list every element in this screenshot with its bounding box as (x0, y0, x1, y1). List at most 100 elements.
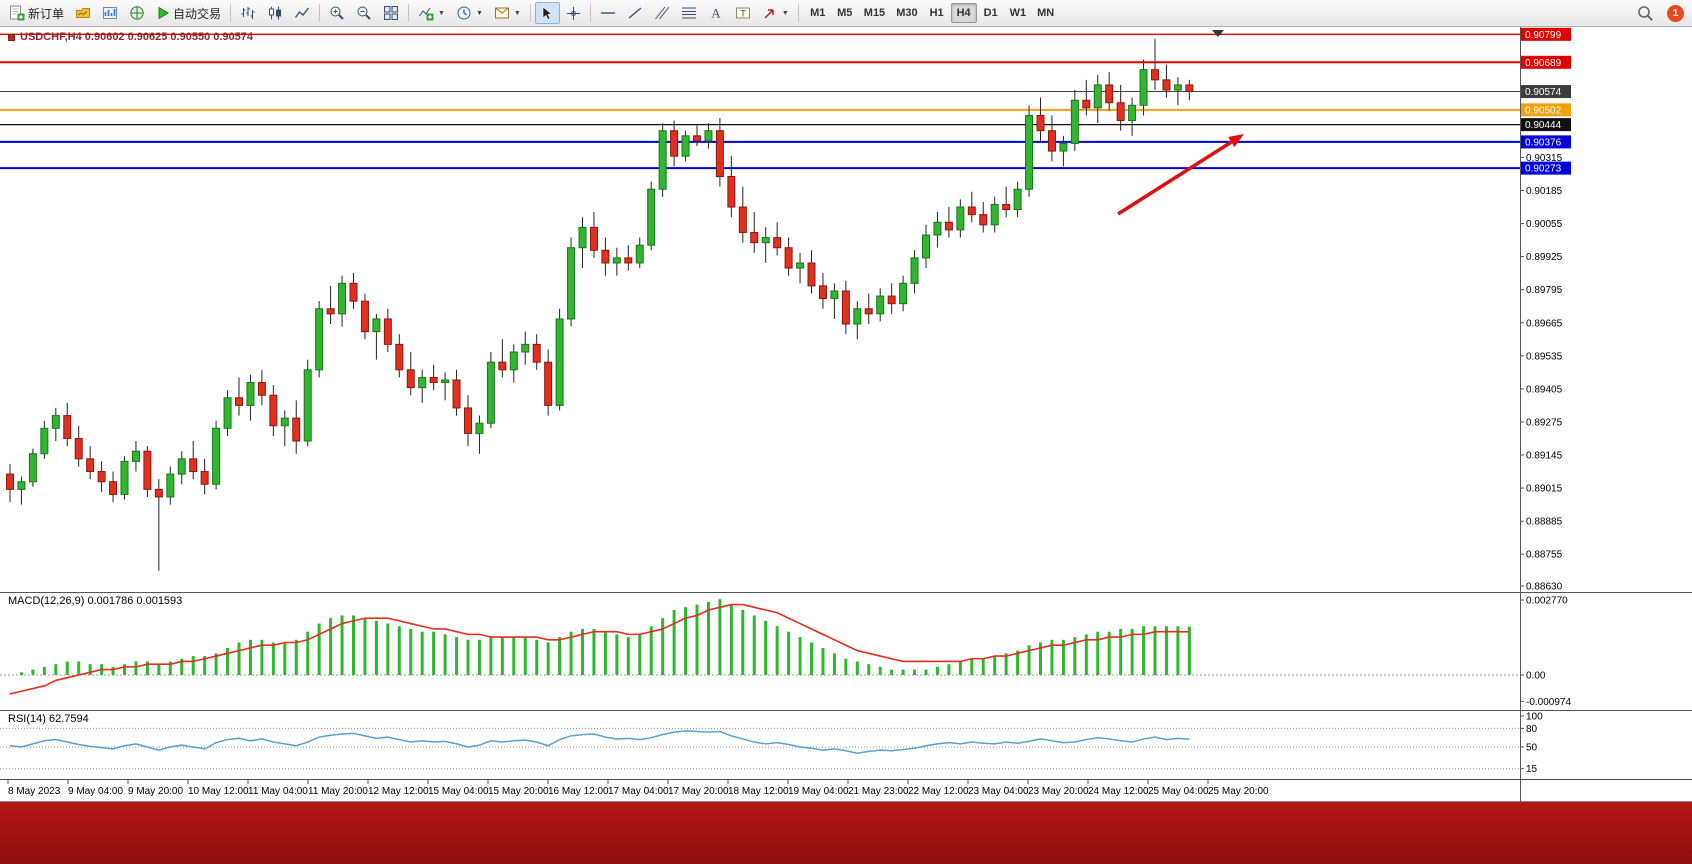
market-watch-button[interactable] (97, 2, 123, 24)
svg-text:17 May 20:00: 17 May 20:00 (668, 786, 729, 797)
svg-text:0.88755: 0.88755 (1526, 550, 1563, 561)
svg-text:0.90502: 0.90502 (1525, 105, 1562, 116)
auto-trading-button[interactable]: 自动交易 (151, 2, 226, 24)
timeframe-h4-button[interactable]: H4 (950, 3, 977, 23)
svg-text:0.90315: 0.90315 (1526, 153, 1563, 164)
svg-text:0.89665: 0.89665 (1526, 318, 1563, 329)
svg-text:24 May 12:00: 24 May 12:00 (1088, 786, 1149, 797)
horizontal-line-button[interactable] (595, 2, 621, 24)
svg-text:12 May 12:00: 12 May 12:00 (368, 786, 429, 797)
arrows-button[interactable]: ▼ (757, 2, 794, 24)
svg-text:0.89275: 0.89275 (1526, 417, 1563, 428)
notification-badge[interactable]: 1 (1667, 4, 1684, 22)
toolbar-divider (797, 4, 799, 22)
svg-text:21 May 23:00: 21 May 23:00 (848, 786, 909, 797)
timeframe-m1-button[interactable]: M1 (805, 3, 831, 23)
timeframe-d1-button[interactable]: D1 (978, 3, 1004, 23)
dropdown-caret-icon: ▼ (475, 9, 483, 17)
svg-text:-0.000974: -0.000974 (1526, 697, 1571, 708)
crosshair-button[interactable] (561, 2, 586, 24)
svg-text:10 May 12:00: 10 May 12:00 (188, 786, 249, 797)
svg-text:0.89015: 0.89015 (1526, 484, 1563, 495)
indicators-icon (419, 7, 434, 21)
channel-button[interactable] (649, 2, 675, 24)
chart-canvas: 0.90315 0.90185 0.90055 0.89925 0.89795 0.896… (0, 27, 1692, 802)
svg-text:18 May 12:00: 18 May 12:00 (728, 786, 789, 797)
candlestick-chart-button[interactable] (262, 2, 288, 24)
line-chart-button[interactable] (289, 2, 315, 24)
toolbar-divider (319, 4, 321, 22)
dropdown-caret-icon: ▼ (781, 9, 789, 17)
svg-text:0.89145: 0.89145 (1526, 451, 1563, 462)
navigator-icon (130, 6, 144, 20)
text-button[interactable]: A (703, 2, 729, 24)
svg-text:9 May 04:00: 9 May 04:00 (68, 786, 123, 797)
cursor-button[interactable] (534, 2, 560, 24)
svg-text:16 May 12:00: 16 May 12:00 (548, 786, 609, 797)
svg-text:T: T (740, 9, 746, 19)
zoom-in-button[interactable] (324, 2, 350, 24)
svg-text:0.89405: 0.89405 (1526, 384, 1563, 395)
zoom-out-button[interactable] (351, 2, 377, 24)
navigator-button[interactable] (124, 2, 150, 24)
svg-text:0.89925: 0.89925 (1526, 252, 1563, 263)
auto-trading-icon (158, 6, 169, 20)
symbol-icon (8, 33, 15, 41)
timeframe-mn-button[interactable]: MN (1032, 3, 1059, 23)
trendline-icon (628, 7, 642, 19)
svg-text:80: 80 (1526, 724, 1538, 735)
text-label-icon: T (735, 7, 750, 19)
timeframe-m15-button[interactable]: M15 (859, 3, 890, 23)
cursor-icon (542, 5, 553, 20)
svg-text:100: 100 (1526, 712, 1543, 723)
chart-area[interactable]: 0.90315 0.90185 0.90055 0.89925 0.89795 0.896… (0, 0, 1692, 802)
indicators-button[interactable]: ▼ (413, 2, 450, 24)
chart-title: USDCHF,H4 0.90602 0.90625 0.90550 0.9057… (8, 31, 253, 43)
svg-text:11 May 20:00: 11 May 20:00 (308, 786, 368, 797)
timeframe-w1-button[interactable]: W1 (1005, 3, 1032, 23)
search-button[interactable] (1632, 2, 1659, 24)
fibonacci-icon (681, 7, 696, 19)
market-watch-icon (103, 7, 118, 19)
dropdown-caret-icon: ▼ (513, 9, 521, 17)
timeframe-m30-button[interactable]: M30 (891, 3, 922, 23)
svg-text:0.88630: 0.88630 (1526, 582, 1563, 593)
candlestick-chart-icon (269, 6, 282, 20)
svg-text:23 May 04:00: 23 May 04:00 (968, 786, 1029, 797)
profiles-button[interactable] (70, 2, 96, 24)
svg-text:0.90185: 0.90185 (1526, 186, 1563, 197)
toolbar-divider (589, 4, 591, 22)
svg-text:0.88885: 0.88885 (1526, 517, 1563, 528)
timeframe-m5-button[interactable]: M5 (832, 3, 858, 23)
svg-text:11 May 04:00: 11 May 04:00 (248, 786, 308, 797)
timeframe-toolbar: M1 M5 M15 M30 H1 H4 D1 W1 MN (805, 3, 1059, 23)
svg-text:0.90574: 0.90574 (1525, 87, 1562, 98)
tile-windows-button[interactable] (378, 2, 404, 24)
toolbar: 新订单 自动交易 (0, 0, 1692, 27)
svg-text:17 May 04:00: 17 May 04:00 (608, 786, 669, 797)
fibonacci-button[interactable] (676, 2, 702, 24)
trendline-button[interactable] (622, 2, 648, 24)
dropdown-caret-icon: ▼ (438, 9, 445, 17)
svg-text:0.90055: 0.90055 (1526, 219, 1563, 230)
svg-text:0.90444: 0.90444 (1525, 120, 1562, 131)
toolbar-divider (408, 4, 410, 22)
svg-text:A: A (711, 6, 721, 21)
text-label-button[interactable]: T (730, 2, 756, 24)
toolbar-divider (529, 4, 531, 22)
svg-text:0.90689: 0.90689 (1525, 58, 1562, 69)
svg-text:8 May 2023: 8 May 2023 (8, 786, 61, 797)
templates-button[interactable]: ▼ (489, 2, 526, 24)
timeframe-h1-button[interactable]: H1 (924, 3, 950, 23)
bar-chart-button[interactable] (235, 2, 261, 24)
svg-text:19 May 04:00: 19 May 04:00 (788, 786, 849, 797)
periods-button[interactable]: ▼ (451, 2, 488, 24)
bottom-red-strip (0, 802, 1692, 864)
svg-text:0.89795: 0.89795 (1526, 285, 1563, 296)
profiles-icon (76, 8, 91, 18)
crosshair-icon (566, 6, 580, 20)
rsi-label: RSI(14) 62.7594 (8, 713, 89, 725)
svg-text:0.00: 0.00 (1526, 671, 1546, 682)
new-order-button[interactable]: 新订单 (4, 2, 69, 24)
macd-label: MACD(12,26,9) 0.001786 0.001593 (8, 595, 183, 607)
